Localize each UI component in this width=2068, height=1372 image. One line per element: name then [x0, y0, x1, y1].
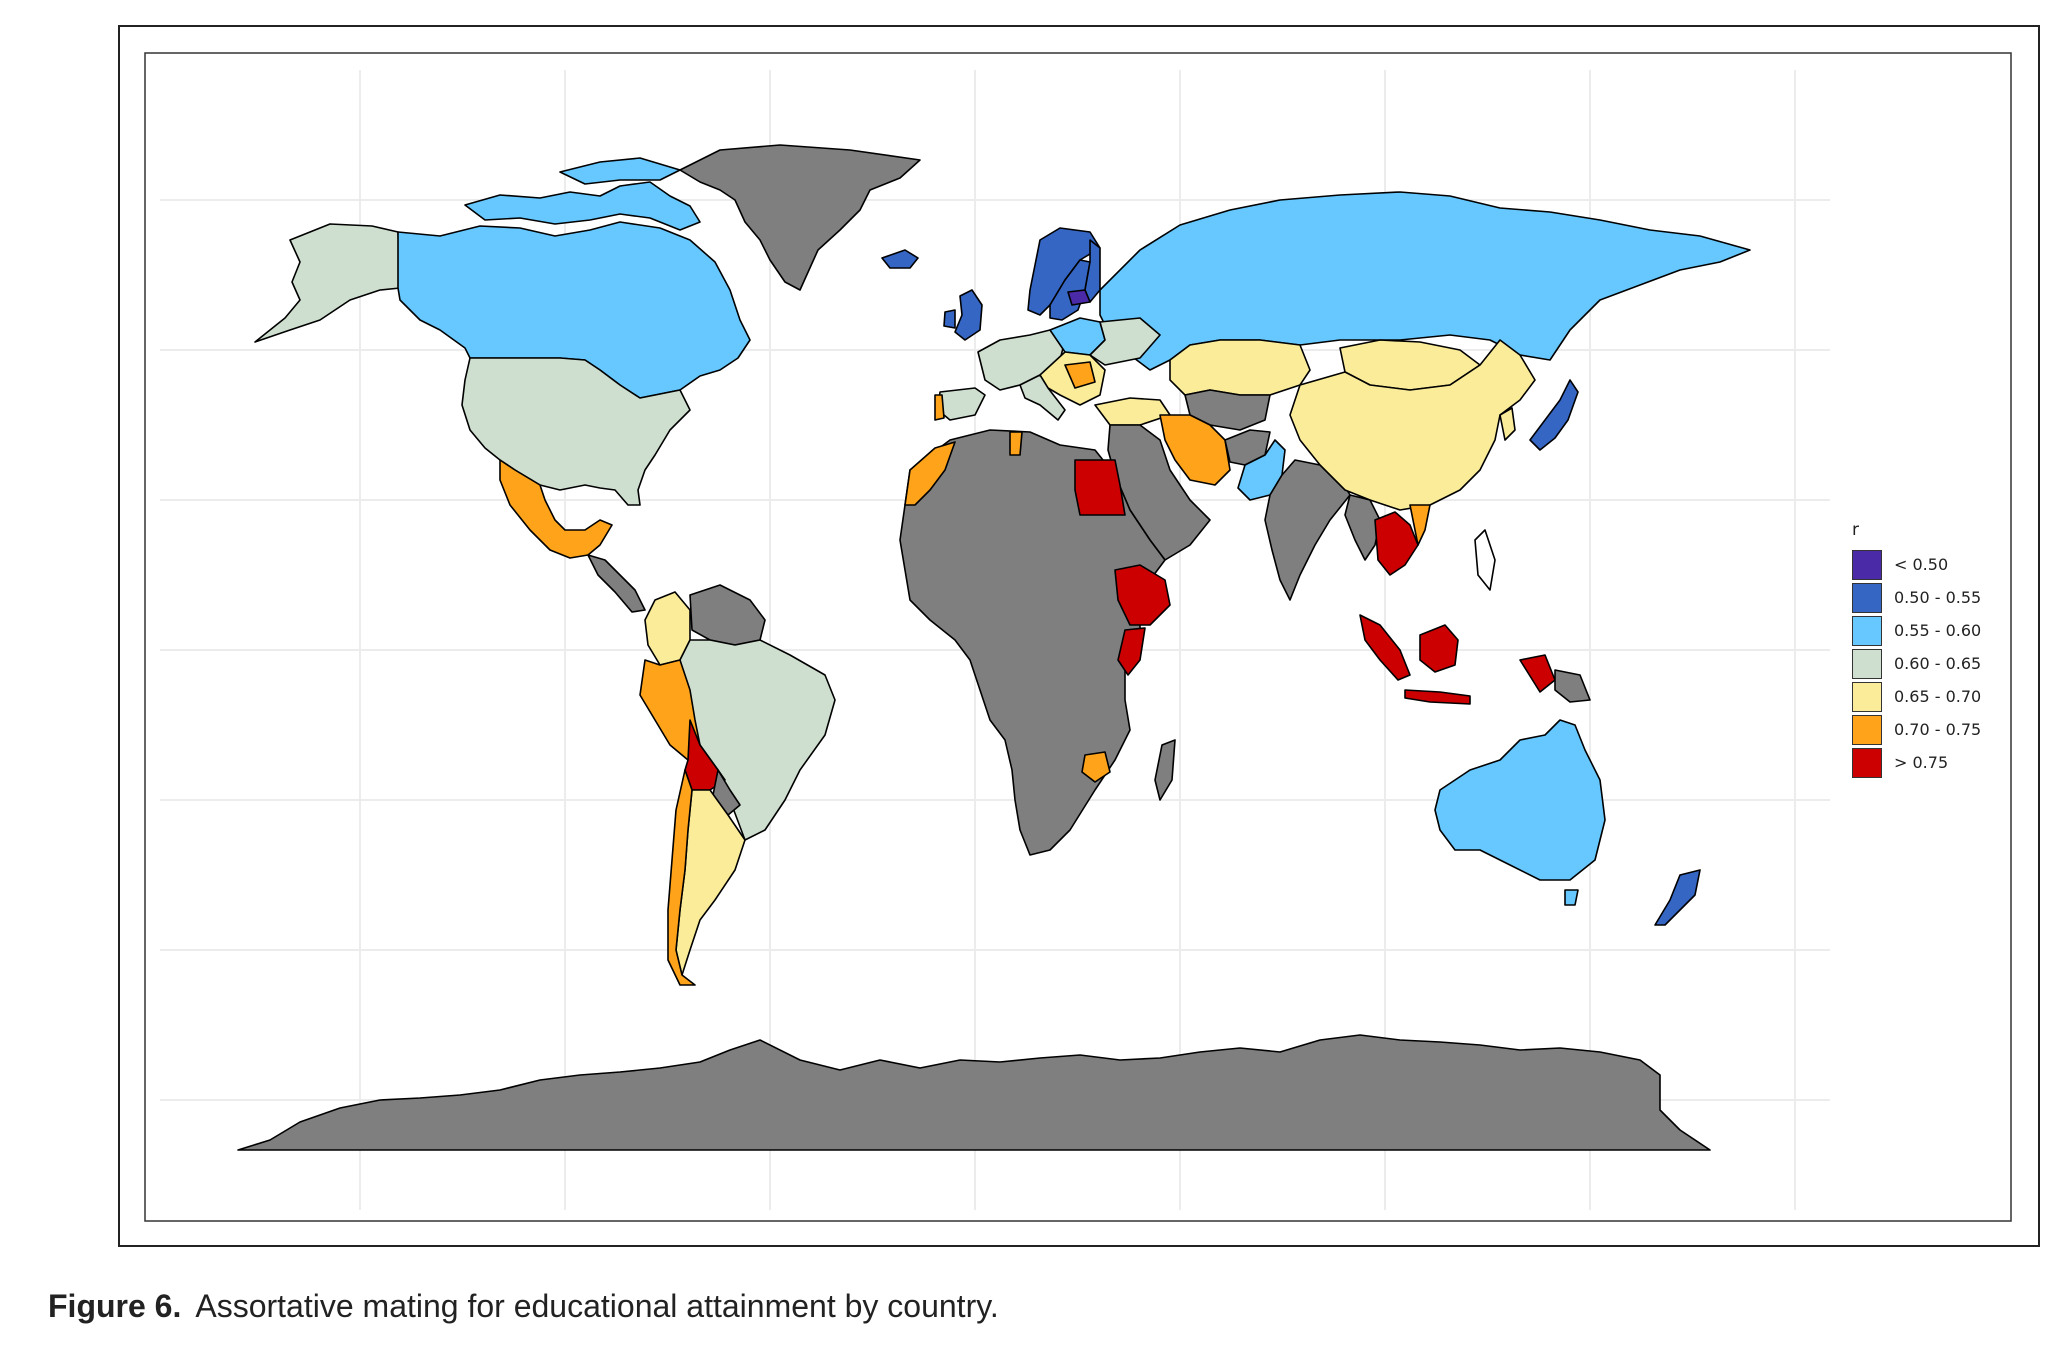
- country-indonesia-borneo: [1419, 624, 1459, 673]
- legend-item: 0.70 - 0.75: [1852, 713, 2002, 746]
- legend-swatch: [1852, 615, 1882, 646]
- legend-swatch: [1852, 648, 1882, 679]
- country-mexico: [499, 459, 613, 559]
- legend-item: 0.65 - 0.70: [1852, 680, 2002, 713]
- legend-swatch: [1852, 549, 1882, 580]
- country-latvia: [1067, 289, 1091, 306]
- country-thailand: [1374, 511, 1419, 576]
- country-china: [1289, 339, 1536, 511]
- country-indonesia-sumatra: [1359, 614, 1411, 681]
- legend-item: 0.60 - 0.65: [1852, 647, 2002, 680]
- legend-label: 0.50 - 0.55: [1894, 588, 1982, 607]
- country-canada-north-islands: [559, 157, 681, 185]
- country-united-kingdom: [954, 289, 983, 341]
- country-ireland: [943, 309, 956, 329]
- country-papua-new-guinea: [1554, 669, 1591, 703]
- country-alaska: [254, 223, 401, 343]
- country-iceland: [881, 249, 919, 269]
- legend-label: 0.55 - 0.60: [1894, 621, 1982, 640]
- legend-swatch: [1852, 714, 1882, 745]
- legend-swatch: [1852, 681, 1882, 712]
- country-korea: [1499, 407, 1516, 441]
- country-kenya: [1117, 627, 1146, 676]
- country-india: [1264, 459, 1351, 601]
- legend-label: 0.60 - 0.65: [1894, 654, 1982, 673]
- country-vietnam: [1409, 504, 1431, 546]
- legend: r < 0.50 0.50 - 0.55 0.55 - 0.60 0.60 - 0.6…: [1852, 520, 2002, 779]
- country-morocco: [904, 441, 956, 506]
- country-antarctica: [237, 1034, 1711, 1151]
- country-egypt: [1074, 459, 1126, 516]
- country-myanmar: [1344, 494, 1381, 561]
- country-italy: [1019, 374, 1066, 421]
- legend-swatch: [1852, 582, 1882, 613]
- legend-item: < 0.50: [1852, 548, 2002, 581]
- country-japan: [1529, 379, 1579, 451]
- country-philippines: [1474, 529, 1496, 591]
- country-greenland: [679, 144, 921, 291]
- countries: [237, 144, 1751, 1151]
- country-tunisia: [1009, 431, 1023, 456]
- figure-caption-label: Figure 6.: [48, 1288, 182, 1324]
- country-madagascar: [1154, 739, 1176, 801]
- country-ukraine: [1089, 317, 1161, 366]
- figure-caption: Figure 6. Assortative mating for educatio…: [48, 1288, 999, 1325]
- country-ethiopia: [1114, 564, 1171, 626]
- country-romania: [1064, 361, 1096, 389]
- legend-item: 0.55 - 0.60: [1852, 614, 2002, 647]
- country-zimbabwe: [1081, 751, 1111, 783]
- legend-label: 0.65 - 0.70: [1894, 687, 1982, 706]
- country-new-zealand: [1654, 869, 1701, 926]
- legend-item: > 0.75: [1852, 746, 2002, 779]
- legend-label: > 0.75: [1894, 753, 1949, 772]
- country-tasmania: [1564, 889, 1579, 906]
- country-chile: [667, 769, 696, 986]
- legend-label: < 0.50: [1894, 555, 1949, 574]
- country-united-states: [461, 357, 691, 506]
- country-portugal: [934, 394, 945, 421]
- country-iran: [1159, 414, 1231, 486]
- country-australia: [1434, 719, 1606, 881]
- country-central-america: [587, 554, 646, 613]
- country-kazakhstan: [1169, 339, 1311, 396]
- country-indonesia-java: [1404, 689, 1471, 705]
- legend-title: r: [1852, 520, 1859, 540]
- country-sweden: [1049, 259, 1091, 321]
- figure-caption-text: Assortative mating for educational attai…: [195, 1288, 999, 1324]
- legend-item: 0.50 - 0.55: [1852, 581, 2002, 614]
- legend-swatch: [1852, 747, 1882, 778]
- legend-items: < 0.50 0.50 - 0.55 0.55 - 0.60 0.60 - 0.65 0…: [1852, 548, 2002, 779]
- country-canada: [397, 221, 751, 399]
- legend-label: 0.70 - 0.75: [1894, 720, 1982, 739]
- country-canada-islands: [464, 181, 701, 231]
